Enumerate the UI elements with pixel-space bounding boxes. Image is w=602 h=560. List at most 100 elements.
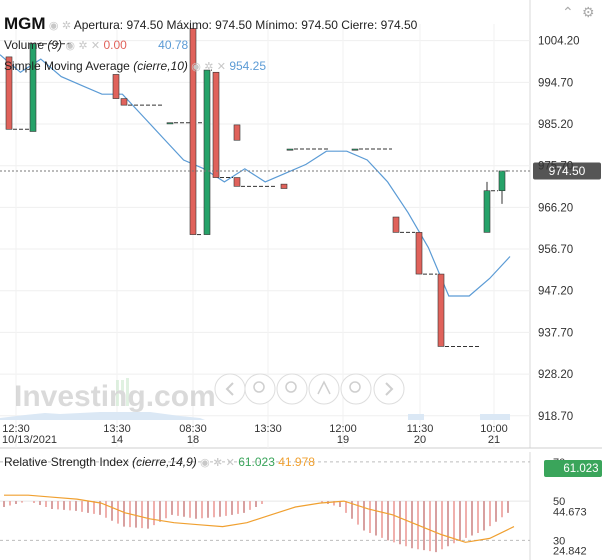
rsi-value-label: 61.023 [563,463,598,475]
zoom-out-button[interactable] [276,373,308,405]
candle-body [5,56,13,130]
x-tick-label: 08:30 [179,423,207,435]
chevron-right-icon [385,382,394,396]
collapse-icon[interactable]: ⌃ [562,4,574,20]
reset-icon [317,380,331,395]
candle-body [437,273,445,347]
scroll-right-button[interactable] [373,373,405,405]
nav-controls [214,373,405,405]
low-label: Mínimo: [255,18,298,32]
magnifier-minus-icon [285,381,297,393]
sma-param: (cierre,10) [133,59,188,73]
close-value: 974.50 [380,18,418,32]
fit-icon [349,381,361,393]
chevron-left-icon [225,382,234,396]
candle-body [189,28,197,235]
candle-body [29,43,37,132]
candle-body [166,122,174,125]
eye-icon[interactable]: ◉ [48,20,59,32]
volume-name: Volume [4,38,45,52]
x-tick-date: 20 [414,434,426,446]
close-label: Cierre: [341,18,378,32]
symbol-title: MGM [4,14,46,33]
price-grid [0,24,530,448]
x-tick-label: 11:30 [407,423,434,435]
eye-icon[interactable]: ◉ [200,457,210,469]
close-icon[interactable]: ✕ [216,61,226,73]
volume-area [0,412,205,420]
eye-icon[interactable]: ◉ [191,61,201,73]
volume-value-2: 40.78 [158,38,189,52]
candle-body [212,71,220,178]
x-tick-date: 19 [337,434,349,446]
candle-body [498,170,506,192]
zoom-fit-button[interactable] [340,373,372,405]
high-value: 974.50 [215,18,252,32]
sma-value: 954.25 [229,59,267,73]
volume-bar [408,414,424,420]
last-price-label: 974.50 [549,164,586,178]
sma-legend: Simple Moving Average (cierre,10) ◉ ✲ ✕ … [4,59,266,73]
rsi-histogram [3,501,509,553]
rsi-param: (cierre,14,9) [132,455,197,469]
rsi-signal-line [4,494,515,543]
rsi-value-badge [544,460,602,477]
candle-body [483,190,491,233]
settings-gear-icon[interactable]: ⚙ [582,4,595,20]
x-tick-date: 10/13/2021 [2,434,57,446]
y-tick-label: 918.70 [538,411,573,423]
candle-body [120,98,128,106]
header-legend: MGM ◉ ✲ Apertura: 974.50 Máximo: 974.50 … [4,14,417,34]
gear-icon[interactable]: ✲ [213,457,223,469]
x-tick-label: 13:30 [254,423,282,435]
close-icon[interactable]: ✕ [225,457,235,469]
candle-body [286,148,294,151]
gear-icon[interactable]: ✲ [204,61,214,73]
volume-legend: Volume (9) ◉ ✲ ✕ 0.00 40.78 [4,38,188,52]
close-icon[interactable]: ✕ [90,40,101,52]
x-tick-label: 12:00 [329,423,357,435]
zoom-in-button[interactable] [244,373,276,405]
rsi-name: Relative Strength Index [4,455,129,469]
watermark-logo: Investing.com [14,378,216,413]
x-tick-label: 13:30 [103,423,131,435]
volume-value: 0.00 [103,38,127,52]
y-tick-label: 947.20 [538,286,573,298]
rsi-y-tick-label: 24.842 [553,545,587,557]
volume-param: (9) [47,38,63,52]
candles [5,28,510,347]
rsi-legend: Relative Strength Index (cierre,14,9) ◉ … [4,455,315,469]
rsi-y-tick-label: 30 [553,535,565,547]
sma-name: Simple Moving Average [4,59,130,73]
candle-body [392,216,400,233]
rsi-y-tick-label: 44.673 [553,507,587,519]
candle-body [233,177,241,187]
x-tick-date: 21 [488,434,500,446]
candle-body [415,232,423,275]
x-tick-date: 14 [111,434,123,446]
y-tick-label: 966.20 [538,202,573,214]
high-label: Máximo: [166,18,212,32]
y-tick-label: 1004.20 [538,36,580,48]
gear-icon[interactable]: ✲ [78,40,88,52]
y-tick-label: 956.70 [538,244,573,256]
x-tick-label: 10:00 [480,423,508,435]
x-tick-label: 12:30 [2,423,30,435]
reset-zoom-button[interactable] [308,373,340,405]
y-tick-label: 928.20 [538,369,573,381]
price-y-axis: 1004.20 994.70 985.20 975.70 966.20 956.70 947… [538,36,580,423]
candle-body [233,124,241,141]
candle-body [112,74,120,99]
gear-icon[interactable]: ✲ [61,20,72,32]
watermark-text: Investing.com [14,380,216,413]
rsi-signal-value: 41.978 [278,455,315,469]
volume-bar [480,414,510,420]
open-value: 974.50 [126,18,164,32]
magnifier-plus-icon [253,381,265,393]
eye-icon[interactable]: ◉ [65,40,75,52]
rsi-y-tick-label: 50 [553,496,565,508]
scroll-left-button[interactable] [214,373,246,405]
sma-line [0,54,511,297]
